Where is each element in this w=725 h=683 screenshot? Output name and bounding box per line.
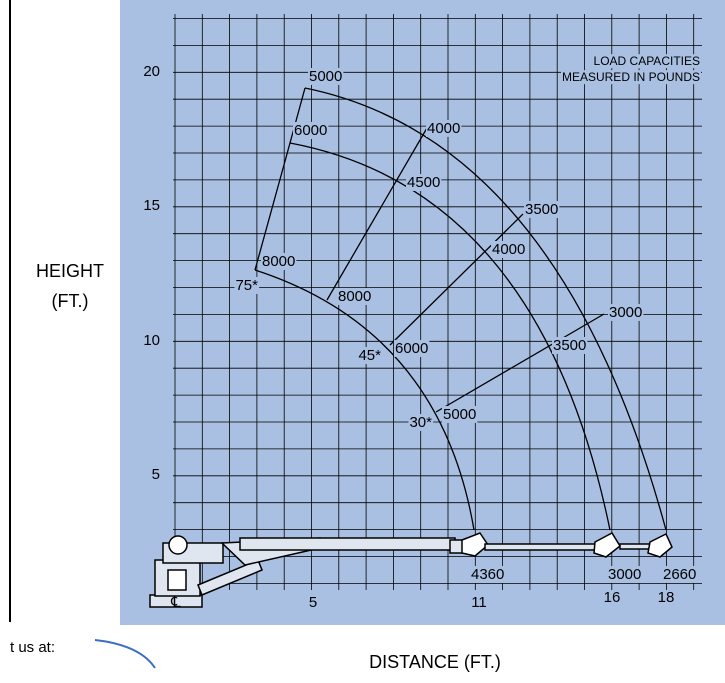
capacity-label: 4000 — [427, 120, 460, 137]
capacity-label: 5000 — [443, 406, 476, 423]
angle-label: 30* — [409, 414, 432, 431]
capacity-label: 8000 — [262, 253, 295, 270]
note: LOAD CAPACITIES — [594, 54, 700, 68]
capacity-label: 4500 — [407, 174, 440, 191]
capacity-label: 6000 — [294, 122, 327, 139]
x-tick-label: ℄ — [170, 594, 181, 611]
y-tick-label: 15 — [143, 197, 160, 214]
y-tick-label: 20 — [143, 63, 160, 80]
footer-text: t us at: — [10, 639, 55, 656]
footer-curve — [95, 640, 155, 668]
tip-capacity: 4360 — [471, 566, 504, 583]
capacity-label: 6000 — [395, 340, 428, 357]
x-axis-label: DISTANCE (FT.) — [369, 652, 501, 672]
tip-capacity: 2660 — [663, 566, 696, 583]
capacity-label: 5000 — [309, 68, 342, 85]
angle-label: 75* — [235, 277, 258, 294]
y-axis-label: HEIGHT — [36, 261, 104, 281]
capacity-label: 8000 — [338, 288, 371, 305]
crane-load-chart: HEIGHT (FT.) DISTANCE (FT.) 5 10 15 20 ℄… — [0, 0, 725, 683]
x-tick-label: 16 — [604, 589, 621, 606]
y-tick-label: 10 — [143, 332, 160, 349]
x-tick-label: 11 — [471, 594, 487, 611]
angle-label: 45* — [358, 347, 381, 364]
y-axis-label: (FT.) — [52, 291, 89, 311]
capacity-label: 4000 — [492, 241, 525, 258]
y-tick-label: 5 — [152, 466, 160, 483]
note: MEASURED IN POUNDS — [562, 70, 700, 84]
tip-capacity: 3000 — [608, 566, 641, 583]
x-tick-label: 18 — [658, 589, 675, 606]
capacity-label: 3500 — [553, 337, 586, 354]
x-tick-label: 5 — [309, 594, 317, 611]
capacity-label: 3000 — [609, 304, 642, 321]
capacity-label: 3500 — [525, 201, 558, 218]
